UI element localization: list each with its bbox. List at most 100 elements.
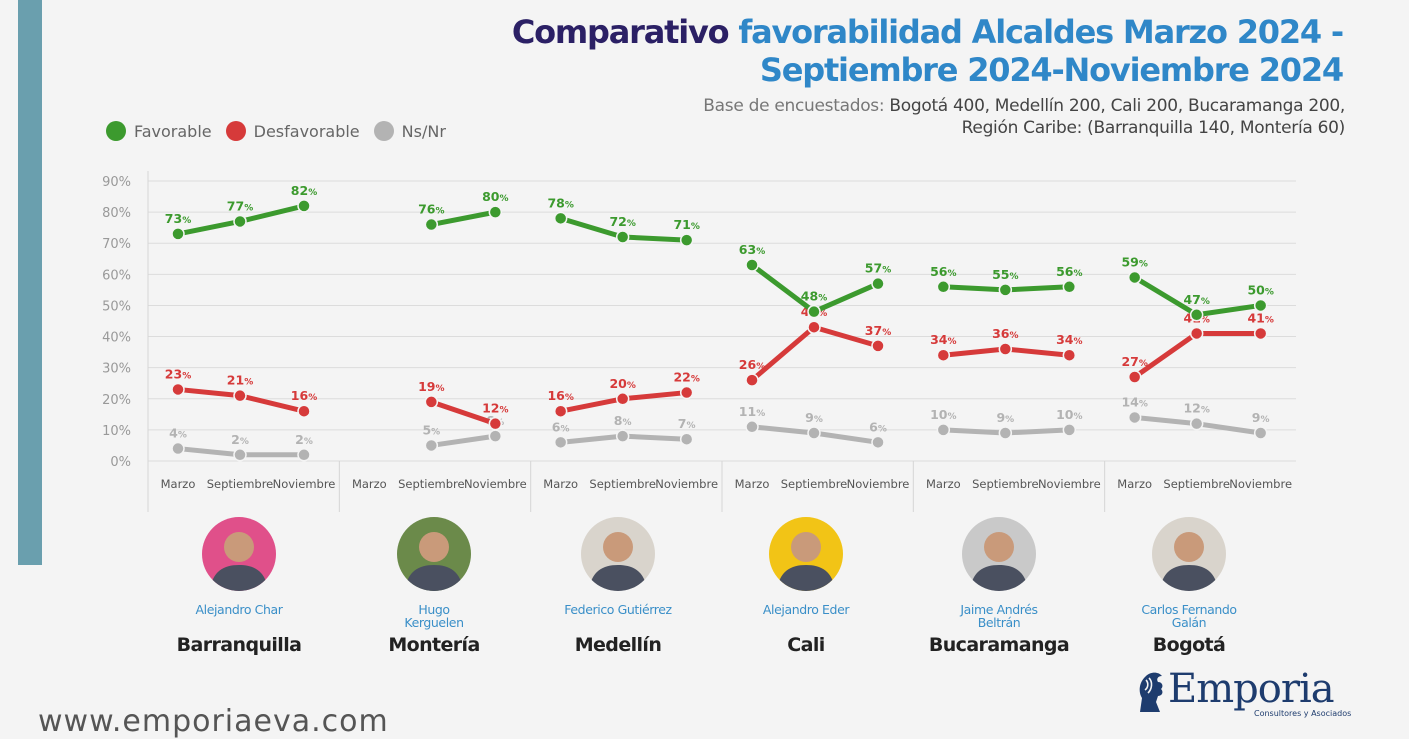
data-point-desfavorable (679, 385, 694, 400)
data-label-nsnr: 4% (169, 426, 187, 441)
legend-item-favorable: Favorable (106, 121, 212, 141)
data-point-favorable (553, 211, 568, 226)
data-label-nsnr: 14% (1121, 394, 1147, 409)
legend-dot-nsnr (373, 121, 394, 141)
x-tick-label: Noviembre (655, 477, 718, 491)
data-point-favorable (936, 280, 951, 294)
data-label-nsnr: 11% (739, 404, 765, 419)
mayor-name: Jaime Andrés Beltrán (960, 602, 1038, 630)
data-point-favorable (998, 283, 1013, 297)
data-label-favorable: 73% (165, 211, 191, 226)
data-point-favorable (745, 258, 759, 272)
city-name: Bogotá (1152, 634, 1226, 656)
data-point-desfavorable (424, 395, 439, 409)
data-point-desfavorable (998, 342, 1013, 356)
series-line-nsnr (428, 433, 498, 448)
mayor-avatar (769, 517, 843, 591)
lion-emblem-icon (1139, 672, 1163, 712)
data-label-desfavorable: 41% (1247, 310, 1273, 325)
x-tick-label: Septiembre (589, 477, 656, 491)
mayor-name: Hugo Kerguelen (404, 602, 464, 630)
data-label-desfavorable: 34% (1056, 332, 1082, 347)
chart-title-line-2: Septiembre 2024-Noviembre 2024 (759, 51, 1344, 89)
data-label-desfavorable: 16% (547, 388, 573, 403)
data-label-favorable: 77% (227, 198, 253, 213)
data-point-nsnr (679, 432, 694, 446)
data-point-desfavorable (745, 373, 759, 387)
legend: Favorable Desfavorable Ns/Nr (106, 121, 460, 141)
data-label-nsnr: 8% (614, 413, 632, 428)
data-label-desfavorable: 21% (227, 373, 253, 388)
x-tick-label: Noviembre (1229, 477, 1292, 491)
mayor-name: Alejandro Eder (762, 602, 850, 617)
x-tick-label: Marzo (926, 477, 961, 491)
data-label-favorable: 56% (1056, 264, 1082, 279)
x-tick-label: Septiembre (781, 477, 848, 491)
accent-bar (18, 0, 42, 565)
legend-item-desfavorable: Desfavorable (225, 121, 360, 141)
legend-dot-favorable (106, 121, 126, 141)
sample-base-line-1: Base de encuestados: Bogotá 400, Medellí… (703, 96, 1345, 116)
data-label-nsnr: 2% (231, 432, 249, 447)
data-label-favorable: 57% (865, 261, 891, 276)
data-label-nsnr: 9% (805, 410, 823, 425)
data-point-desfavorable (615, 392, 630, 406)
sample-base-line-2: Región Caribe: (Barranquilla 140, Monter… (961, 118, 1346, 138)
data-point-favorable (297, 199, 311, 213)
y-tick-label: 30% (102, 362, 131, 377)
data-label-desfavorable: 27% (1121, 354, 1147, 369)
data-label-nsnr: 10% (930, 407, 956, 422)
data-point-nsnr (871, 435, 885, 450)
data-point-nsnr (297, 448, 311, 462)
mayor-avatar (202, 517, 276, 591)
data-label-nsnr: 10% (1056, 407, 1082, 422)
data-point-favorable (1127, 270, 1142, 285)
data-point-nsnr (171, 441, 185, 456)
data-label-favorable: 59% (1121, 254, 1147, 269)
data-label-desfavorable: 12% (482, 401, 508, 416)
city-name: Barranquilla (176, 634, 302, 656)
x-tick-label: Marzo (352, 477, 387, 491)
data-point-favorable (1189, 308, 1204, 322)
data-label-nsnr: 2% (295, 432, 313, 447)
data-label-desfavorable: 22% (673, 370, 699, 385)
mayor-avatar (1152, 517, 1226, 591)
data-point-desfavorable (553, 404, 568, 418)
data-label-favorable: 48% (801, 289, 827, 304)
data-point-nsnr (1189, 416, 1204, 431)
x-tick-label: Septiembre (207, 477, 274, 491)
y-tick-label: 10% (102, 424, 131, 439)
data-point-nsnr (1253, 426, 1268, 440)
data-point-desfavorable (171, 382, 185, 397)
logo-tagline: Consultores y Asociados (1254, 709, 1352, 718)
line-chart: 90% 80% 70% 60% 50% 40% 30% 20% 10% 0% Marzo Septie… (102, 171, 1296, 512)
footer-url[interactable]: www.emporiaeva.com (38, 704, 389, 739)
data-label-desfavorable: 36% (992, 326, 1018, 341)
legend-label-nsnr: Ns/Nr (401, 121, 446, 141)
data-point-nsnr (488, 429, 503, 443)
data-point-favorable (488, 205, 503, 219)
data-point-nsnr (745, 420, 759, 434)
data-point-desfavorable (1062, 348, 1077, 362)
data-label-favorable: 76% (418, 202, 444, 217)
data-label-favorable: 50% (1247, 282, 1273, 297)
data-label-favorable: 56% (930, 264, 956, 279)
data-point-favorable (807, 304, 821, 319)
data-point-desfavorable (871, 339, 885, 353)
x-tick-label: Marzo (735, 477, 770, 491)
data-label-nsnr: 5% (422, 422, 440, 437)
data-point-favorable (615, 230, 630, 244)
data-point-desfavorable (1189, 326, 1204, 341)
city-name: Montería (388, 634, 480, 656)
data-point-nsnr (807, 426, 821, 440)
mayor-name: Carlos Fernando Galán (1141, 602, 1237, 630)
data-point-desfavorable (297, 404, 311, 418)
data-label-favorable: 72% (609, 214, 635, 229)
emporia-logo: Emporia Consultores y Asociados (1136, 666, 1366, 720)
data-point-favorable (1253, 298, 1268, 313)
y-tick-label: 60% (102, 268, 131, 283)
x-tick-label: Marzo (543, 477, 578, 491)
data-label-desfavorable: 26% (739, 357, 765, 372)
data-point-desfavorable (1253, 326, 1268, 341)
data-label-desfavorable: 19% (418, 379, 444, 394)
